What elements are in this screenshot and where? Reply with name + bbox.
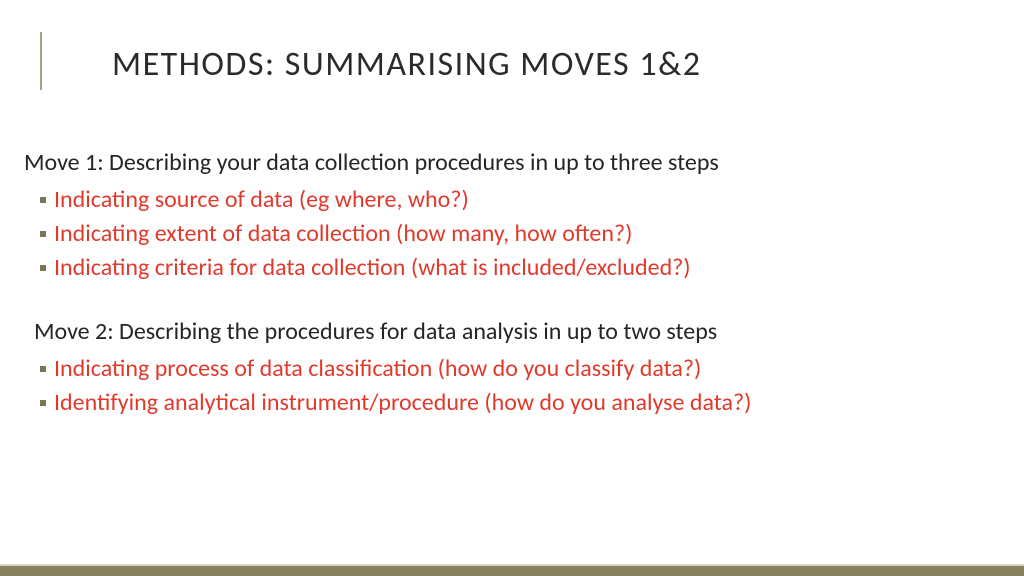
list-item: Indicating process of data classificatio… [40,352,994,386]
move1-bullets: Indicating source of data (eg where, who… [40,183,994,285]
move2-heading: Move 2: Describing the procedures for da… [34,315,994,350]
title-block: METHODS: SUMMARISING MOVES 1&2 [40,32,994,90]
list-item: Indicating extent of data collection (ho… [40,217,994,251]
title-rule [40,32,42,90]
slide: METHODS: SUMMARISING MOVES 1&2 Move 1: D… [0,0,1024,576]
list-item: Identifying analytical instrument/proced… [40,386,994,420]
slide-body: Move 1: Describing your data collection … [30,146,994,420]
move2-bullets: Indicating process of data classificatio… [40,352,994,420]
move1-heading: Move 1: Describing your data collection … [24,146,994,181]
footer-bar [0,564,1024,576]
list-item: Indicating criteria for data collection … [40,251,994,285]
slide-title: METHODS: SUMMARISING MOVES 1&2 [112,32,702,90]
list-item: Indicating source of data (eg where, who… [40,183,994,217]
